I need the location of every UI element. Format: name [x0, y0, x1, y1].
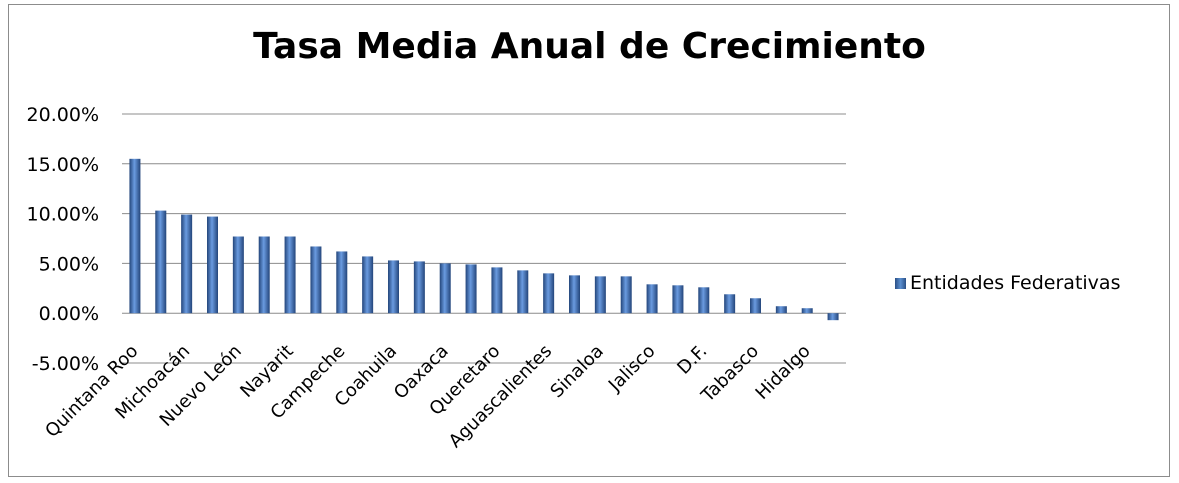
x-category-label: D.F. [673, 341, 711, 379]
bar [362, 256, 374, 314]
y-tick-label: 0.00% [39, 303, 99, 325]
bar [698, 287, 710, 314]
legend-label: Entidades Federativas [910, 272, 1121, 294]
bar [517, 270, 529, 314]
bar [310, 246, 322, 314]
chart-title: Tasa Media Anual de Crecimiento [253, 26, 926, 67]
bar [569, 275, 580, 314]
bar [827, 313, 839, 321]
bar [129, 158, 141, 314]
y-tick-label: 5.00% [39, 253, 99, 275]
bar [543, 273, 555, 314]
x-category-label: Hidalgo [752, 341, 815, 404]
legend: Entidades Federativas [895, 272, 1120, 294]
y-tick-label: 20.00% [27, 104, 99, 126]
bar [491, 267, 503, 314]
bar [413, 261, 425, 314]
y-tick-label: -5.00% [32, 353, 99, 375]
bar [284, 236, 296, 314]
bar [594, 276, 606, 314]
bar [801, 308, 813, 314]
bar [155, 210, 167, 314]
bar [258, 236, 270, 314]
bar [388, 260, 399, 314]
bar [336, 251, 348, 314]
bar [439, 263, 451, 314]
bar [672, 285, 684, 314]
bar [750, 298, 761, 314]
bar [232, 236, 244, 314]
bar [775, 306, 787, 314]
x-category-label: Tabasco [697, 341, 763, 407]
legend-swatch [895, 277, 906, 289]
bar [724, 294, 736, 314]
x-category-label: Jalisco [604, 341, 660, 397]
bar [646, 284, 658, 314]
bar [207, 216, 218, 314]
chart-frame [8, 4, 1170, 477]
x-category-label: Sinaloa [546, 341, 607, 402]
bar [620, 276, 632, 314]
y-tick-label: 10.00% [27, 204, 99, 226]
bar [181, 214, 193, 314]
y-tick-label: 15.00% [27, 154, 99, 176]
bar [465, 264, 477, 314]
